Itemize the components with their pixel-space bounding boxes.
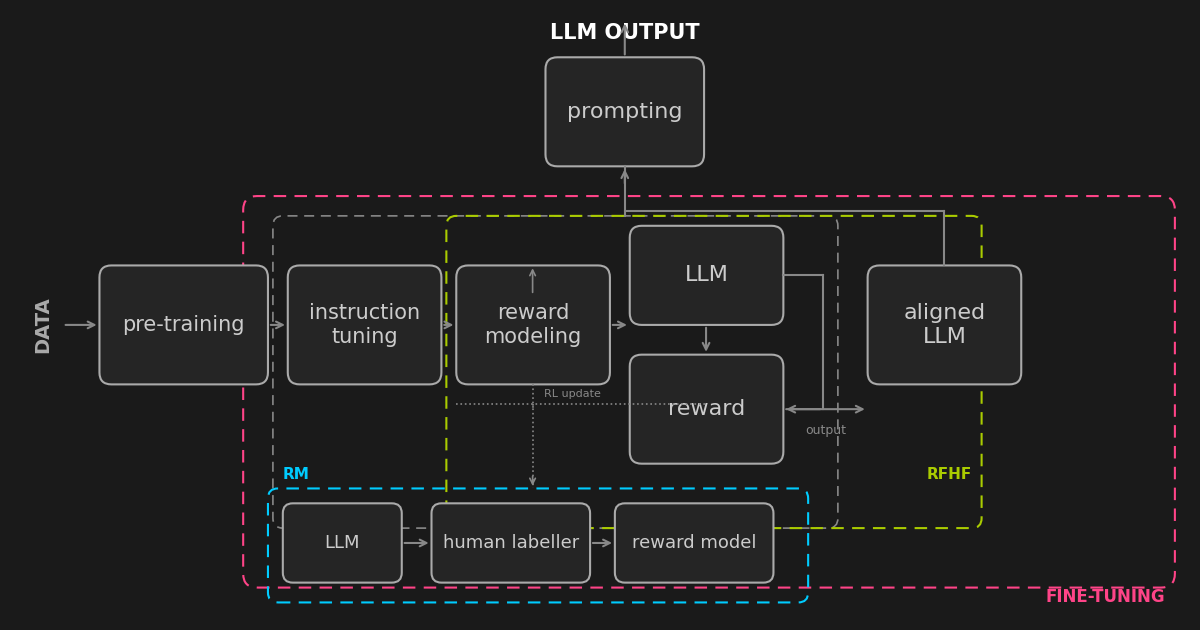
Text: RL update: RL update [544,389,601,399]
FancyBboxPatch shape [630,226,784,325]
Text: reward
modeling: reward modeling [485,303,582,346]
Text: prompting: prompting [568,102,683,122]
FancyBboxPatch shape [868,265,1021,384]
Text: DATA: DATA [34,297,53,353]
Text: pre-training: pre-training [122,315,245,335]
Text: LLM OUTPUT: LLM OUTPUT [550,23,700,42]
FancyBboxPatch shape [456,265,610,384]
Text: instruction
tuning: instruction tuning [310,303,420,346]
Text: RM: RM [283,467,310,481]
FancyBboxPatch shape [288,265,442,384]
FancyBboxPatch shape [630,355,784,464]
FancyBboxPatch shape [100,265,268,384]
Text: reward model: reward model [632,534,756,552]
Text: output: output [805,424,846,437]
Text: RFHF: RFHF [926,467,972,481]
Text: human labeller: human labeller [443,534,578,552]
FancyBboxPatch shape [614,503,774,583]
FancyBboxPatch shape [546,57,704,166]
Text: LLM: LLM [324,534,360,552]
FancyBboxPatch shape [283,503,402,583]
Text: LLM: LLM [685,265,728,285]
Text: reward: reward [668,399,745,419]
Text: aligned
LLM: aligned LLM [904,303,985,346]
Text: FINE-TUNING: FINE-TUNING [1045,588,1165,607]
FancyBboxPatch shape [432,503,590,583]
